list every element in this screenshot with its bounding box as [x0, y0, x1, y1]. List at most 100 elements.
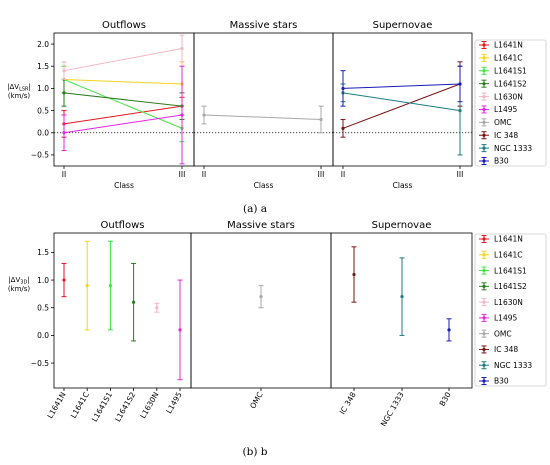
panel-title: Supernovae — [373, 20, 433, 31]
legend-label: IC 348 — [494, 131, 518, 140]
series-line — [63, 79, 183, 129]
legend-label: L1630N — [494, 298, 523, 307]
y-axis-label-part: LSR — [19, 87, 29, 93]
data-point — [341, 126, 345, 130]
legend-label: B30 — [494, 377, 509, 386]
y-axis-label: |ΔVLSR| — [7, 83, 31, 93]
legend-frame — [474, 39, 547, 167]
y-axis-unit: (km/s) — [8, 285, 31, 293]
legend-label: L1495 — [494, 314, 517, 323]
panel-frame — [190, 232, 332, 389]
y-axis-label-part: | — [29, 83, 31, 91]
x-tick-label: NGC 1333 — [379, 390, 406, 428]
legend-label: L1641S1 — [494, 266, 527, 275]
legend-label: L1641C — [494, 54, 523, 63]
x-tick-label: L1641S2 — [113, 390, 137, 423]
panel-title: Outflows — [102, 20, 146, 31]
series-line — [63, 114, 183, 134]
data-point — [108, 283, 112, 288]
data-point — [180, 113, 184, 117]
y-tick-label: 2.0 — [37, 40, 49, 49]
legend-label: B30 — [494, 157, 509, 166]
x-tick-label: III — [179, 170, 186, 179]
y-tick-label: 1.0 — [37, 276, 49, 285]
legend-label: OMC — [494, 329, 512, 338]
legend-label: L1641N — [494, 235, 523, 244]
panel-title: Supernovae — [372, 220, 432, 231]
series-line — [342, 83, 461, 89]
x-tick-label: II — [341, 170, 345, 179]
legend-label: OMC — [494, 118, 512, 127]
data-point — [458, 82, 462, 86]
data-point — [155, 306, 159, 310]
y-tick-label: 1.5 — [37, 248, 49, 257]
y-axis-unit: (km/s) — [8, 92, 31, 100]
legend-label: NGC 1333 — [494, 361, 532, 370]
data-point — [341, 86, 345, 91]
y-tick-label: 0.5 — [37, 106, 49, 115]
data-point — [132, 300, 136, 304]
data-point — [178, 328, 182, 332]
series-line — [342, 83, 461, 129]
data-point — [352, 272, 356, 277]
data-point — [62, 69, 66, 73]
y-tick-label: −0.5 — [31, 151, 49, 160]
data-point — [259, 295, 263, 299]
x-axis-label: Class — [114, 181, 134, 190]
legend-label: L1630N — [494, 92, 523, 101]
panel-frame — [193, 32, 334, 167]
legend-label: NGC 1333 — [494, 144, 532, 153]
y-axis-label-part: |ΔV — [7, 83, 19, 91]
x-axis-label: Class — [393, 181, 413, 190]
series-line — [63, 92, 183, 107]
legend-label: L1495 — [494, 105, 517, 114]
data-point — [180, 46, 184, 51]
x-tick-label: B30 — [438, 390, 453, 407]
data-point — [85, 283, 89, 288]
caption-bottom: (b) b — [243, 446, 268, 458]
y-tick-label: 1.0 — [37, 84, 49, 93]
panel-title: Outflows — [101, 220, 145, 231]
legend-label: L1641N — [494, 41, 523, 50]
data-point — [202, 113, 206, 117]
panel-frame — [330, 232, 473, 389]
x-axis-label: Class — [254, 181, 274, 190]
legend-label: L1641S2 — [494, 79, 527, 88]
legend-label: IC 348 — [494, 345, 518, 354]
panel-frame — [332, 32, 473, 167]
x-tick-label: OMC — [248, 391, 265, 411]
data-point — [62, 131, 66, 135]
y-tick-label: 0.0 — [37, 128, 49, 137]
data-point — [62, 91, 66, 95]
legend-label: L1641S1 — [494, 66, 527, 75]
x-tick-label: L1630N — [138, 391, 160, 421]
x-tick-label: L1641C — [69, 391, 91, 420]
y-tick-label: 0.0 — [37, 331, 49, 340]
series-line — [342, 92, 461, 112]
series-line — [63, 79, 183, 85]
y-tick-label: 1.5 — [37, 62, 49, 71]
y-axis-label: |ΔV3D| — [8, 276, 29, 286]
x-tick-label: III — [318, 170, 325, 179]
data-point — [400, 295, 404, 299]
data-point — [458, 108, 462, 113]
legend-frame — [474, 233, 547, 387]
series-line — [63, 48, 183, 72]
y-tick-label: 0.5 — [37, 303, 49, 312]
panel-title: Massive stars — [227, 220, 295, 231]
x-tick-label: II — [62, 170, 66, 179]
y-tick-label: −0.5 — [31, 359, 49, 368]
x-tick-label: II — [202, 170, 206, 179]
y-axis-label-part: 3D — [20, 280, 27, 286]
legend-label: L1641S2 — [494, 282, 527, 291]
data-point — [62, 278, 66, 282]
x-tick-label: L1641S1 — [90, 390, 114, 423]
legend-label: L1641C — [494, 250, 523, 259]
x-tick-label: IC 348 — [338, 390, 358, 416]
series-line — [63, 105, 183, 125]
y-axis-label-part: | — [27, 276, 29, 284]
panel-title: Massive stars — [230, 20, 298, 31]
